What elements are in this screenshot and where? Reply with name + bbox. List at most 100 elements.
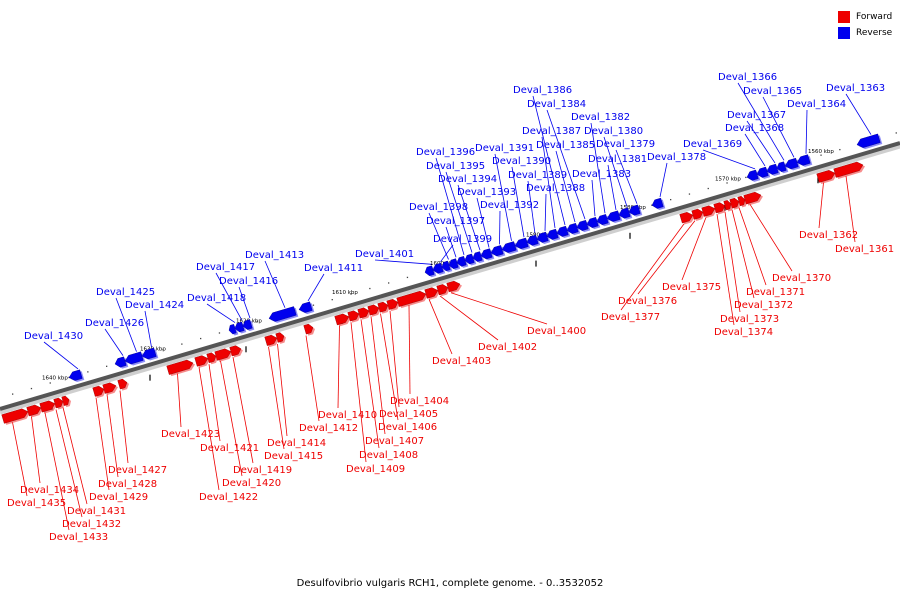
- gene-arrow[interactable]: [701, 204, 719, 219]
- gene-label[interactable]: Deval_1390: [492, 156, 551, 167]
- gene-arrow[interactable]: [576, 219, 591, 234]
- gene-arrow[interactable]: [756, 166, 771, 181]
- gene-arrow[interactable]: [480, 248, 495, 262]
- gene-arrow[interactable]: [102, 381, 120, 396]
- gene-label[interactable]: Deval_1419: [233, 465, 292, 476]
- gene-label[interactable]: Deval_1392: [480, 200, 539, 211]
- gene-arrow[interactable]: [776, 161, 789, 174]
- gene-arrow[interactable]: [723, 199, 735, 212]
- gene-arrow[interactable]: [68, 369, 85, 384]
- gene-arrow[interactable]: [214, 347, 235, 362]
- gene-label[interactable]: Deval_1431: [67, 506, 126, 517]
- gene-label[interactable]: Deval_1395: [426, 161, 485, 172]
- gene-label[interactable]: Deval_1381: [588, 154, 647, 165]
- gene-label[interactable]: Deval_1417: [196, 262, 255, 273]
- gene-label[interactable]: Deval_1424: [125, 300, 184, 311]
- gene-label[interactable]: Deval_1414: [267, 438, 326, 449]
- gene-arrow[interactable]: [92, 384, 108, 398]
- gene-arrow[interactable]: [536, 231, 551, 246]
- gene-label[interactable]: Deval_1435: [7, 498, 66, 509]
- gene-arrow[interactable]: [448, 258, 461, 271]
- gene-label[interactable]: Deval_1375: [662, 282, 721, 293]
- gene-arrow[interactable]: [441, 260, 453, 274]
- gene-arrow[interactable]: [833, 160, 867, 179]
- gene-arrow[interactable]: [713, 201, 729, 215]
- gene-label[interactable]: Deval_1384: [527, 99, 586, 110]
- gene-label[interactable]: Deval_1373: [720, 314, 779, 325]
- gene-label[interactable]: Deval_1427: [108, 465, 167, 476]
- gene-arrow[interactable]: [596, 214, 611, 228]
- gene-arrow[interactable]: [166, 358, 197, 377]
- gene-label[interactable]: Deval_1404: [390, 396, 449, 407]
- gene-label[interactable]: Deval_1365: [743, 86, 802, 97]
- gene-label[interactable]: Deval_1387: [522, 126, 581, 137]
- gene-label[interactable]: Deval_1362: [799, 230, 858, 241]
- gene-label[interactable]: Deval_1393: [457, 187, 516, 198]
- gene-arrow[interactable]: [628, 204, 643, 218]
- gene-arrow[interactable]: [298, 301, 315, 316]
- gene-arrow[interactable]: [746, 169, 761, 184]
- gene-arrow[interactable]: [743, 190, 765, 206]
- gene-arrow[interactable]: [784, 157, 801, 173]
- gene-label[interactable]: Deval_1433: [49, 532, 108, 543]
- gene-arrow[interactable]: [228, 324, 239, 337]
- gene-arrow[interactable]: [141, 347, 159, 362]
- gene-label[interactable]: Deval_1374: [714, 327, 773, 338]
- gene-arrow[interactable]: [367, 303, 383, 317]
- gene-label[interactable]: Deval_1401: [355, 249, 414, 260]
- gene-arrow[interactable]: [124, 351, 146, 367]
- gene-label[interactable]: Deval_1408: [359, 450, 418, 461]
- gene-arrow[interactable]: [334, 312, 353, 327]
- gene-arrow[interactable]: [456, 256, 469, 269]
- gene-label[interactable]: Deval_1377: [601, 312, 660, 323]
- gene-label[interactable]: Deval_1369: [683, 139, 742, 150]
- gene-arrow[interactable]: [514, 237, 531, 253]
- gene-arrow[interactable]: [234, 321, 247, 334]
- gene-arrow[interactable]: [194, 354, 212, 369]
- gene-label[interactable]: Deval_1386: [513, 85, 572, 96]
- gene-arrow[interactable]: [586, 217, 601, 231]
- gene-arrow[interactable]: [796, 154, 813, 169]
- gene-arrow[interactable]: [472, 251, 485, 264]
- gene-label[interactable]: Deval_1363: [826, 83, 885, 94]
- gene-arrow[interactable]: [490, 245, 506, 259]
- gene-label[interactable]: Deval_1413: [245, 250, 304, 261]
- gene-arrow[interactable]: [566, 222, 581, 237]
- gene-label[interactable]: Deval_1372: [734, 300, 793, 311]
- gene-arrow[interactable]: [651, 197, 666, 212]
- gene-label[interactable]: Deval_1383: [572, 169, 631, 180]
- gene-arrow[interactable]: [303, 323, 317, 336]
- gene-label[interactable]: Deval_1385: [536, 140, 595, 151]
- gene-label[interactable]: Deval_1405: [379, 409, 438, 420]
- gene-arrow[interactable]: [436, 283, 452, 297]
- gene-arrow[interactable]: [546, 228, 561, 243]
- gene-label[interactable]: Deval_1398: [409, 202, 468, 213]
- gene-label[interactable]: Deval_1420: [222, 478, 281, 489]
- gene-label[interactable]: Deval_1382: [571, 112, 630, 123]
- gene-arrow[interactable]: [556, 225, 571, 240]
- gene-label[interactable]: Deval_1423: [161, 429, 220, 440]
- gene-arrow[interactable]: [432, 262, 446, 277]
- gene-label[interactable]: Deval_1396: [416, 147, 475, 158]
- gene-arrow[interactable]: [856, 133, 883, 151]
- gene-arrow[interactable]: [117, 378, 131, 391]
- gene-label[interactable]: Deval_1416: [219, 276, 278, 287]
- gene-label[interactable]: Deval_1368: [725, 123, 784, 134]
- gene-label[interactable]: Deval_1406: [378, 422, 437, 433]
- gene-arrow[interactable]: [691, 207, 707, 221]
- gene-label[interactable]: Deval_1432: [62, 519, 121, 530]
- gene-label[interactable]: Deval_1429: [89, 492, 148, 503]
- gene-arrow[interactable]: [424, 265, 437, 278]
- gene-label[interactable]: Deval_1409: [346, 464, 405, 475]
- gene-arrow[interactable]: [766, 163, 781, 178]
- gene-label[interactable]: Deval_1379: [596, 139, 655, 150]
- gene-arrow[interactable]: [446, 279, 464, 294]
- gene-arrow[interactable]: [26, 403, 45, 418]
- gene-arrow[interactable]: [275, 331, 288, 344]
- gene-arrow[interactable]: [39, 399, 59, 414]
- gene-label[interactable]: Deval_1380: [584, 126, 643, 137]
- gene-arrow[interactable]: [268, 306, 299, 325]
- gene-arrow[interactable]: [347, 309, 363, 323]
- gene-arrow[interactable]: [242, 319, 255, 332]
- gene-label[interactable]: Deval_1397: [426, 216, 485, 227]
